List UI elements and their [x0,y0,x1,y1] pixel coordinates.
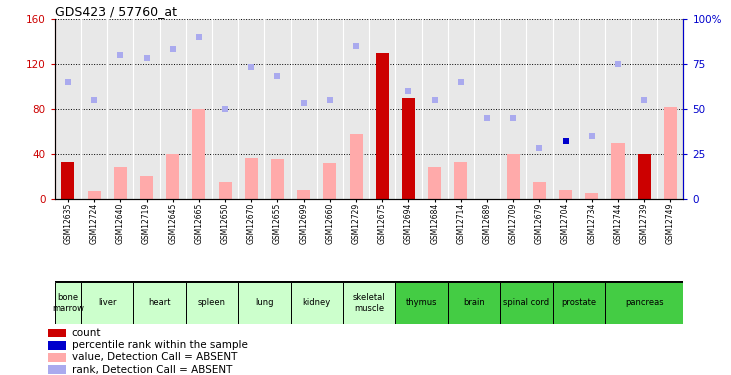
Bar [500,282,553,324]
Bar [343,282,395,324]
Text: percentile rank within the sample: percentile rank within the sample [72,340,248,350]
Text: heart: heart [148,298,171,307]
Bar [637,154,651,199]
Text: lung: lung [255,298,273,307]
Bar [290,282,343,324]
Bar [140,176,153,199]
Text: count: count [72,328,101,338]
Bar [238,282,290,324]
Text: pancreas: pancreas [625,298,664,307]
Bar [48,328,66,338]
Bar [192,109,205,199]
Bar [61,162,75,199]
Text: spinal cord: spinal cord [503,298,550,307]
Bar [48,353,66,362]
Bar [81,282,133,324]
Text: spleen: spleen [198,298,226,307]
Text: skeletal
muscle: skeletal muscle [353,293,385,312]
Text: prostate: prostate [561,298,596,307]
Text: liver: liver [98,298,116,307]
Bar [454,162,467,199]
Bar [395,282,447,324]
Bar [553,282,605,324]
Bar [507,154,520,199]
Text: GDS423 / 57760_at: GDS423 / 57760_at [55,4,177,18]
Bar [428,167,442,199]
Bar [114,167,127,199]
Bar [271,159,284,199]
Bar [605,282,683,324]
Bar [186,282,238,324]
Text: kidney: kidney [303,298,331,307]
Bar [664,106,677,199]
Text: thymus: thymus [406,298,437,307]
Text: value, Detection Call = ABSENT: value, Detection Call = ABSENT [72,352,237,363]
Bar [55,282,81,324]
Text: rank, Detection Call = ABSENT: rank, Detection Call = ABSENT [72,364,232,375]
Bar [166,154,179,199]
Bar [533,182,546,199]
Bar [376,53,389,199]
Bar [447,282,500,324]
Bar [586,193,599,199]
Text: brain: brain [463,298,485,307]
Bar [611,142,624,199]
Bar [88,191,101,199]
Bar [559,190,572,199]
Bar [48,341,66,350]
Bar [245,158,258,199]
Bar [48,365,66,374]
Bar [297,190,310,199]
Bar [323,163,336,199]
Bar [133,282,186,324]
Bar [349,134,363,199]
Bar [219,182,232,199]
Text: bone
marrow: bone marrow [52,293,84,312]
Bar [402,98,415,199]
